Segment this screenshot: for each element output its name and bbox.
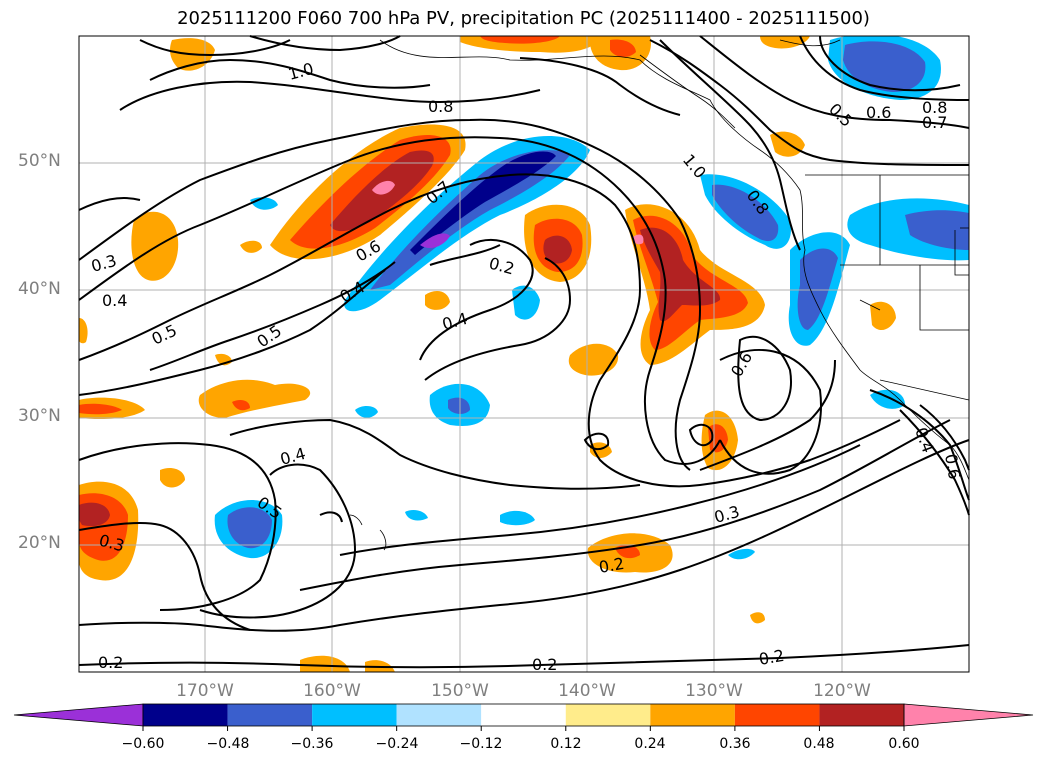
lon-label-170w: 170°W (176, 681, 234, 701)
colorbar-cell (312, 704, 397, 726)
colorbar-cell (819, 704, 904, 726)
map-frame (78, 35, 970, 673)
colorbar-tick-label: −0.12 (459, 736, 503, 752)
lon-label-140w: 140°W (558, 681, 616, 701)
contour-label: 0.6 (941, 452, 964, 480)
contour-label: 0.2 (757, 646, 785, 669)
colorbar-tick-label: −0.24 (375, 736, 419, 752)
colorbar-cell (143, 704, 228, 726)
colorbar-cell (565, 704, 651, 726)
lat-label-50n: 50°N (18, 151, 61, 171)
colorbar-extend-high (903, 703, 1034, 727)
contour-label: 0.6 (866, 103, 891, 122)
colorbar-tick-label: 0.36 (719, 736, 751, 752)
lat-label-40n: 40°N (18, 279, 61, 299)
colorbar-cell (396, 704, 482, 726)
contour-label: 0.2 (532, 655, 557, 674)
colorbar-tick-label: −0.48 (206, 736, 250, 752)
map-title: 2025111200 F060 700 hPa PV, precipitatio… (177, 8, 870, 29)
lat-label-20n: 20°N (18, 533, 61, 553)
colorbar-tick-label: 0.48 (803, 736, 835, 752)
coastlines (349, 39, 970, 551)
colorbar-tick-label: −0.36 (290, 736, 334, 752)
contour-label: 0.2 (597, 554, 625, 577)
lon-label-120w: 120°W (813, 681, 871, 701)
colorbar-cell (650, 704, 735, 726)
colorbar-tick-label: 0.12 (550, 736, 582, 752)
colorbar-frame (142, 703, 905, 727)
contour-label: 0.4 (102, 291, 127, 310)
lon-label-130w: 130°W (685, 681, 743, 701)
lon-label-150w: 150°W (431, 681, 489, 701)
contour-label: 0.8 (428, 97, 453, 116)
colorbar-cell (734, 704, 820, 726)
precipitation-shading (79, 36, 969, 672)
contour-label: 0.7 (922, 113, 947, 132)
colorbar-tick-label: 0.60 (888, 736, 920, 752)
colorbar-cell (227, 704, 313, 726)
map-background (79, 36, 969, 672)
negative-precip-areas (214, 36, 969, 560)
pv-contours (78, 35, 970, 669)
colorbar-tick-label: 0.24 (634, 736, 666, 752)
lon-label-160w: 160°W (303, 681, 361, 701)
contour-label: 0.2 (98, 653, 123, 672)
colorbar-extend-low (13, 703, 144, 727)
colorbar-cell (481, 704, 566, 726)
colorbar (13, 703, 1034, 731)
colorbar-tick-label: −0.60 (121, 736, 165, 752)
colorbar-cells (143, 704, 904, 726)
lat-label-30n: 30°N (18, 406, 61, 426)
contour-label: 0.8 (922, 98, 947, 117)
colorbar-tick-marks (142, 726, 905, 731)
